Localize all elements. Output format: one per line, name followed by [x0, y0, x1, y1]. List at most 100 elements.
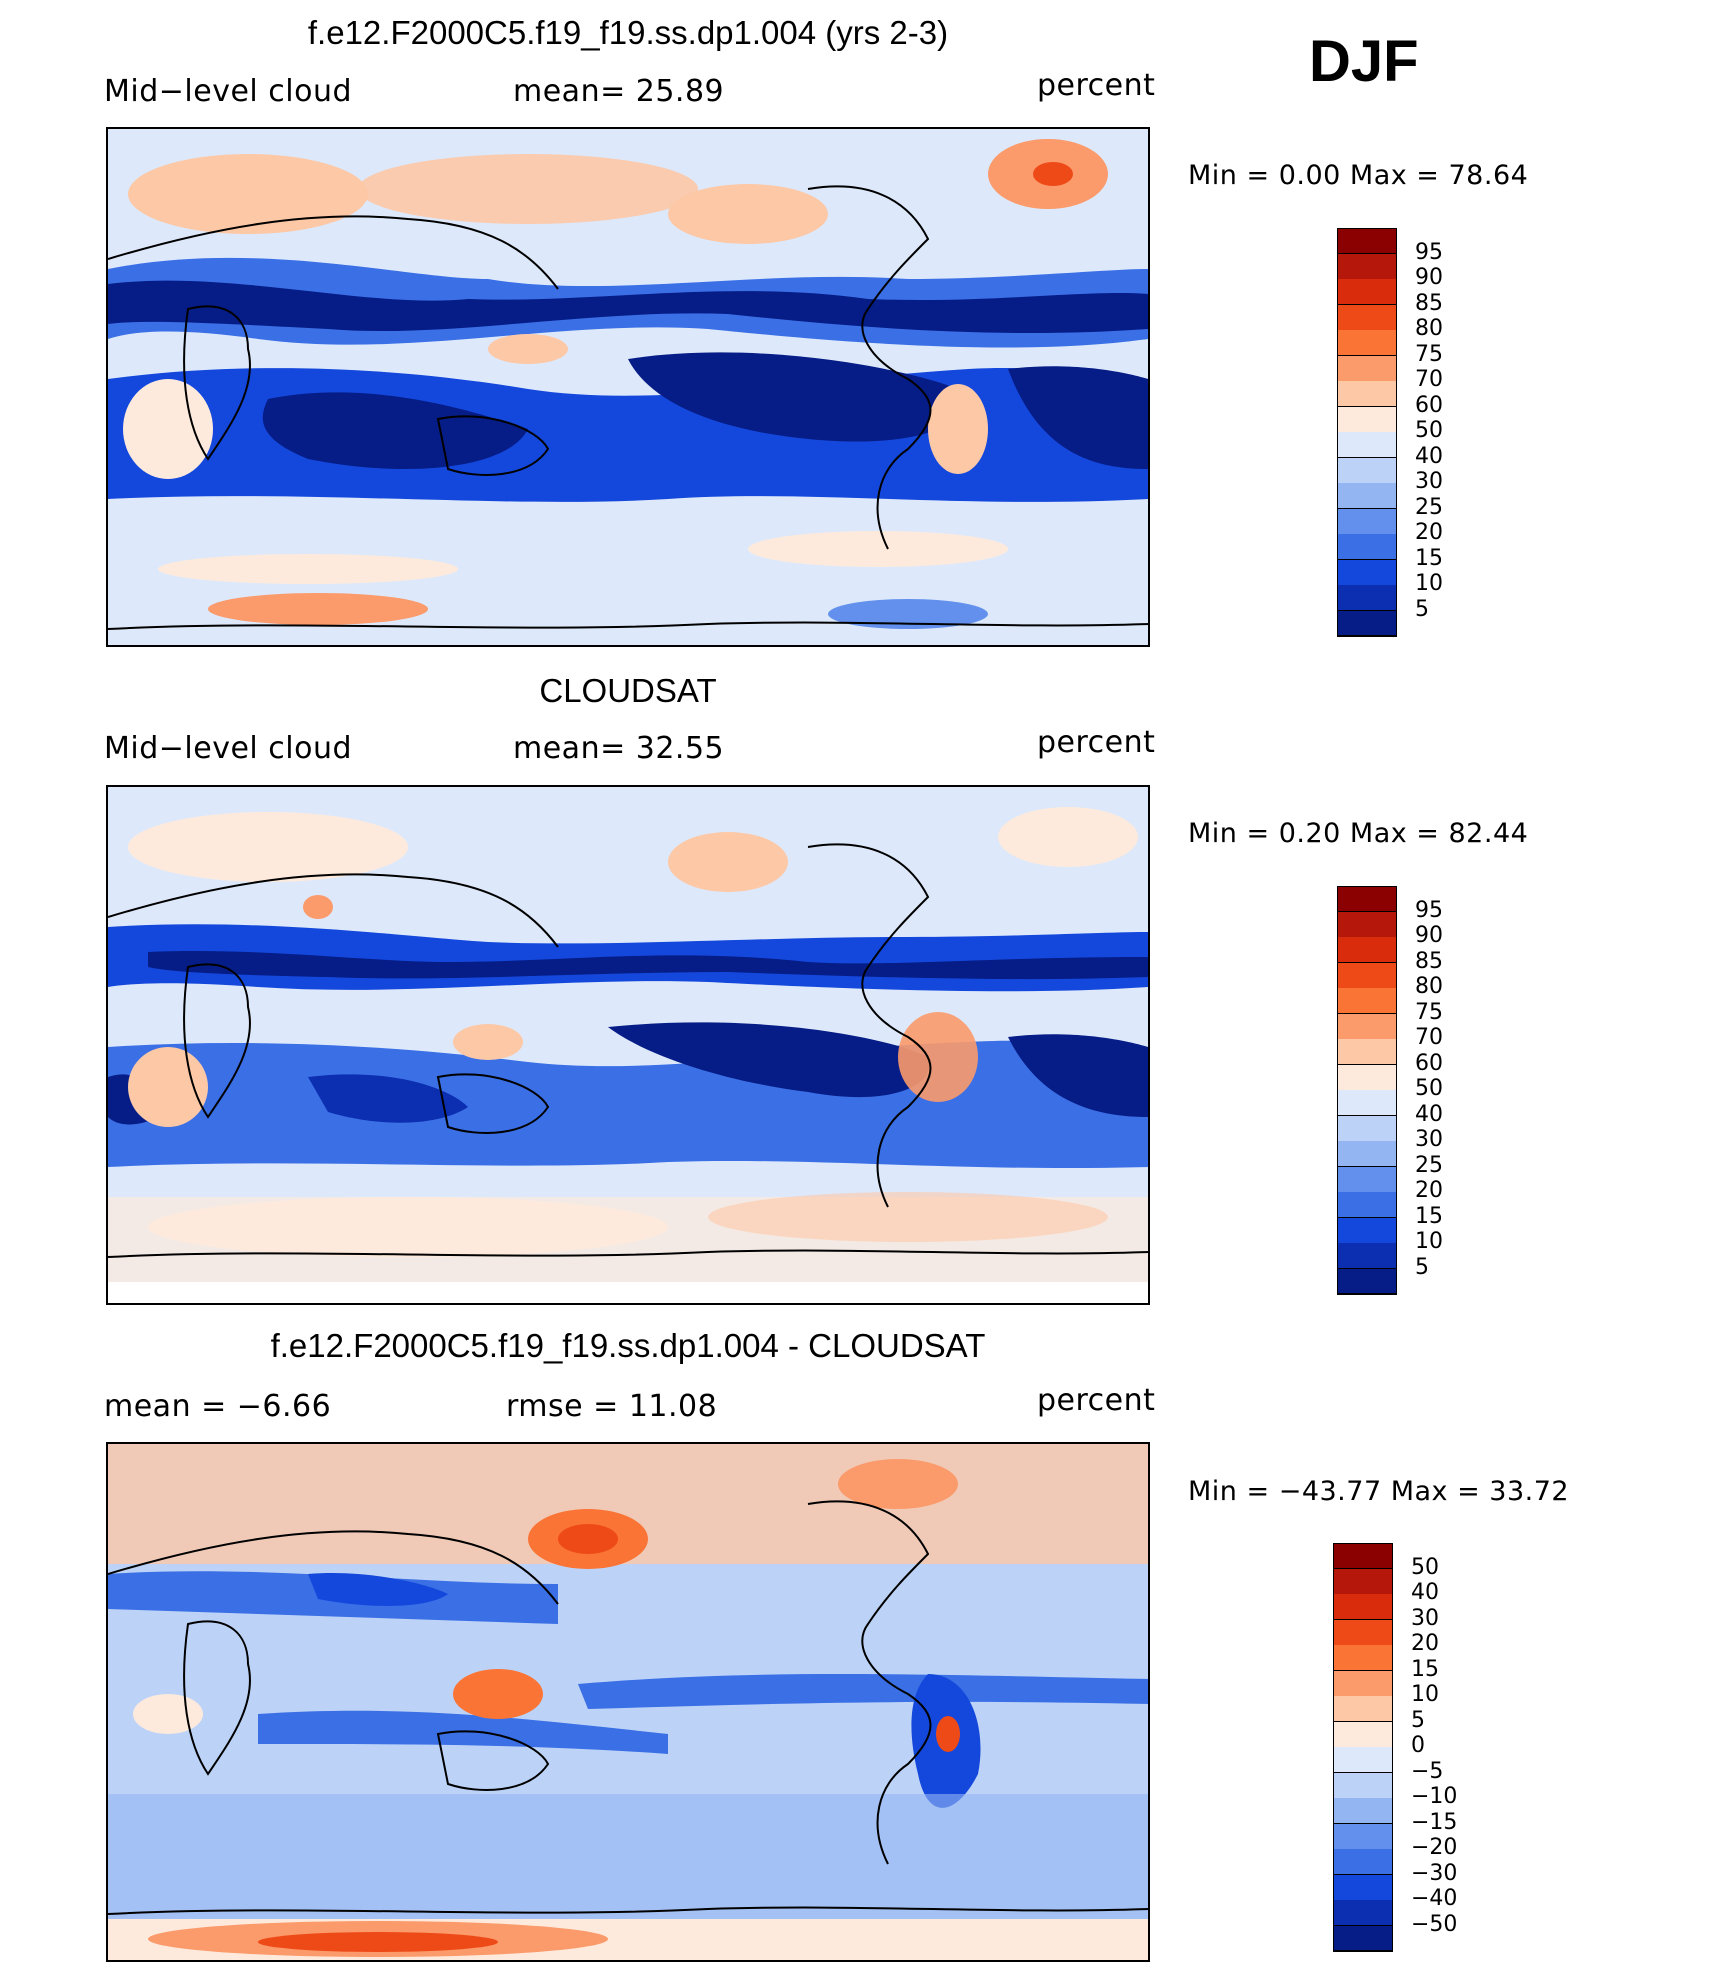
colorbar-tick-label: 15 [1415, 545, 1443, 571]
colorbar-tick-label: 30 [1411, 1605, 1439, 1631]
coastline-australia [436, 1730, 550, 1791]
colorbar-tick-label: −40 [1411, 1886, 1458, 1911]
panel-1-map [106, 127, 1150, 647]
field-patch [928, 384, 988, 474]
colorbar-swatch [1333, 1619, 1393, 1646]
field-band [108, 1282, 1148, 1303]
colorbar-tick-label: 40 [1415, 443, 1443, 469]
panel-2-map [106, 785, 1150, 1305]
colorbar-tick-label: 10 [1415, 571, 1443, 596]
field-band [262, 392, 528, 469]
colorbar-tick-label: 0 [1411, 1733, 1425, 1758]
colorbar-tick-label: 30 [1415, 1127, 1443, 1152]
field-band [628, 352, 962, 442]
colorbar-swatch [1333, 1747, 1393, 1773]
coastline-africa [183, 1620, 251, 1776]
colorbar-tick-label: 75 [1415, 999, 1443, 1025]
field-patch [133, 1694, 203, 1734]
panel-2-units-label: percent [1037, 725, 1156, 760]
colorbar-swatch [1337, 1268, 1397, 1295]
colorbar-swatch [1333, 1798, 1393, 1824]
colorbar-swatch [1337, 988, 1397, 1014]
colorbar-swatch [1333, 1543, 1393, 1569]
colorbar-swatch [1333, 1823, 1393, 1850]
colorbar-swatch [1337, 457, 1397, 484]
field-patch [838, 1459, 958, 1509]
field-band [308, 1074, 468, 1123]
field-patch [668, 184, 828, 244]
colorbar-tick-label: 20 [1415, 1178, 1443, 1203]
colorbar-swatch [1337, 585, 1397, 611]
colorbar-swatch [1337, 1243, 1397, 1269]
coastline-americas [807, 843, 932, 1208]
field-patch [708, 1192, 1108, 1242]
panel-2-variable-label: Mid−level cloud [104, 731, 353, 766]
colorbar-tick-label: 60 [1415, 1050, 1443, 1076]
colorbar-swatch [1333, 1568, 1393, 1595]
field-patch [128, 154, 368, 234]
panel-1-minmax: Min = 0.00 Max = 78.64 [1188, 160, 1529, 191]
panel-1-variable-label: Mid−level cloud [104, 74, 353, 109]
panel-3-map [106, 1442, 1150, 1962]
field-patch [358, 154, 698, 224]
colorbar-tick-label: 50 [1415, 418, 1443, 443]
field-patch [303, 895, 333, 919]
colorbar-tick-label: 60 [1415, 392, 1443, 418]
panel-2-mean-label: mean= 32.55 [513, 731, 725, 766]
coastline-antarctica [108, 1249, 1148, 1258]
colorbar-tick-label: −10 [1411, 1784, 1458, 1809]
colorbar-tick-label: 50 [1415, 1076, 1443, 1101]
field-patch [453, 1669, 543, 1719]
panel-3-title: f.e12.F2000C5.f19_f19.ss.dp1.004 - CLOUD… [270, 1327, 986, 1364]
colorbar-swatch [1333, 1721, 1393, 1748]
colorbar-swatch [1337, 937, 1397, 963]
colorbar-swatch [1337, 253, 1397, 280]
colorbar-swatch [1337, 1039, 1397, 1065]
colorbar-swatch [1337, 559, 1397, 586]
colorbar-tick-label: 5 [1411, 1707, 1425, 1733]
colorbar-swatch [1337, 534, 1397, 560]
colorbar-swatch [1337, 330, 1397, 356]
field-patch [148, 1197, 668, 1257]
colorbar-tick-label: −50 [1411, 1911, 1458, 1937]
field-patch [123, 379, 213, 479]
colorbar-swatch [1337, 508, 1397, 535]
colorbar-swatch [1337, 483, 1397, 509]
colorbar-tick-label: 85 [1415, 948, 1443, 974]
coastline-americas [807, 1500, 932, 1865]
colorbar-swatch [1337, 432, 1397, 458]
field-band [108, 280, 1148, 334]
colorbar-tick-label: 40 [1415, 1101, 1443, 1127]
coastline-antarctica [108, 621, 1148, 630]
field-patch [748, 531, 1008, 567]
panel-3-rmse-label: rmse = 11.08 [506, 1389, 718, 1424]
field-patch [488, 334, 568, 364]
field-patch [998, 807, 1138, 867]
colorbar-swatch [1337, 1192, 1397, 1218]
colorbar-tick-label: 20 [1415, 520, 1443, 545]
colorbar-swatch [1333, 1925, 1393, 1952]
coastline-eurasia [108, 873, 559, 948]
panel-1-units-label: percent [1037, 68, 1156, 103]
field-patch [558, 1524, 618, 1554]
field-band [1008, 366, 1148, 469]
colorbar-swatch [1337, 355, 1397, 382]
panel-3-mean-label: mean = −6.66 [104, 1389, 332, 1424]
colorbar-swatch [1337, 1217, 1397, 1244]
field-patch [258, 1932, 498, 1952]
colorbar-tick-label: 70 [1415, 367, 1443, 392]
colorbar-tick-label: 85 [1415, 290, 1443, 316]
coastline-africa [183, 305, 251, 461]
colorbar-swatch [1337, 886, 1397, 912]
colorbar-swatch [1333, 1594, 1393, 1620]
colorbar-swatch [1337, 610, 1397, 637]
field-patch [208, 593, 428, 625]
colorbar-swatch [1337, 406, 1397, 433]
panel-3-units-label: percent [1037, 1383, 1156, 1418]
field-band [108, 1794, 1148, 1924]
colorbar-swatch [1337, 1115, 1397, 1142]
field-band [258, 1710, 668, 1754]
colorbar-tick-label: 5 [1415, 596, 1429, 622]
colorbar-tick-label: 30 [1415, 469, 1443, 494]
colorbar-tick-label: 70 [1415, 1025, 1443, 1050]
